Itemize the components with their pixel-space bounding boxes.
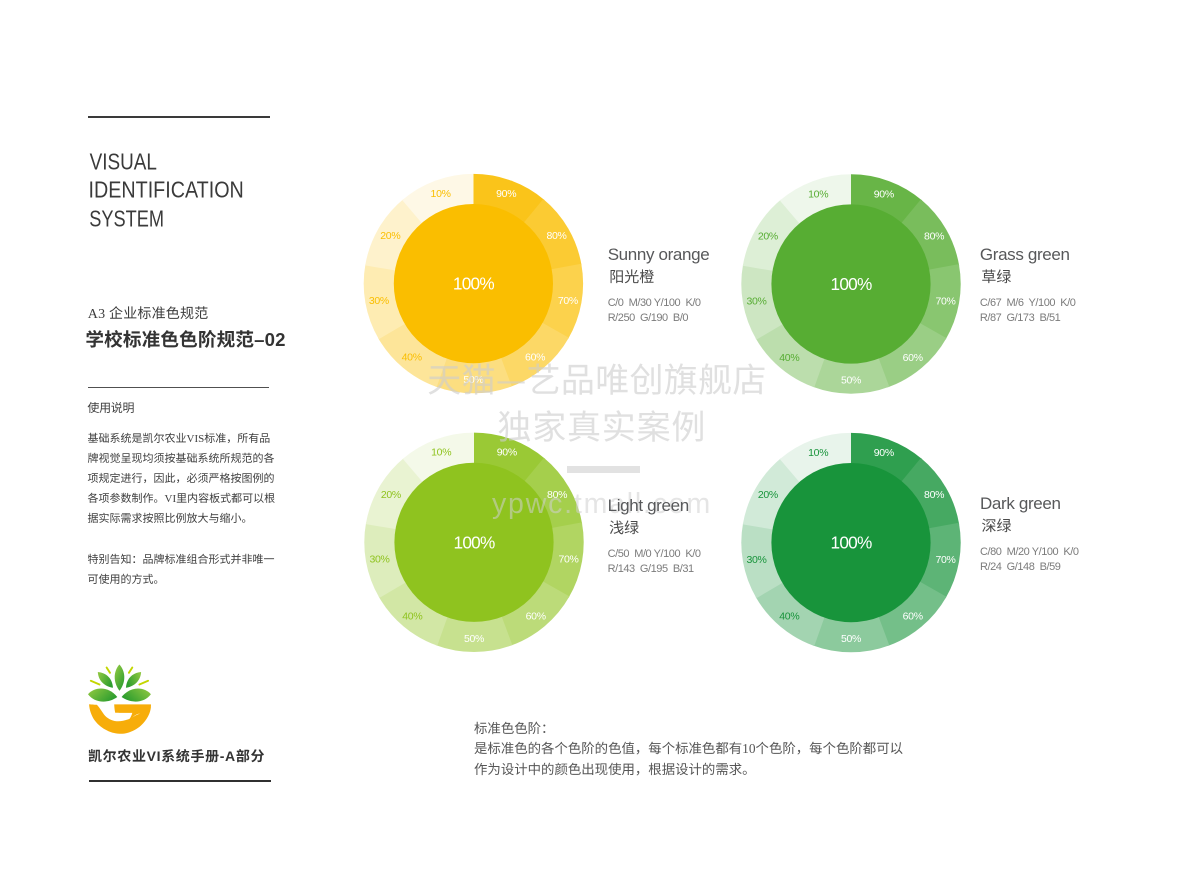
svg-text:100%: 100% <box>454 532 495 552</box>
svg-text:VISUAL: VISUAL <box>90 149 157 175</box>
svg-text:10%: 10% <box>808 447 828 459</box>
svg-text:30%: 30% <box>369 554 389 566</box>
svg-text:40%: 40% <box>779 352 799 364</box>
svg-text:90%: 90% <box>874 188 894 200</box>
svg-text:60%: 60% <box>525 352 545 364</box>
svg-text:80%: 80% <box>924 231 944 243</box>
svg-text:90%: 90% <box>874 447 894 459</box>
svg-text:70%: 70% <box>558 554 578 566</box>
svg-text:60%: 60% <box>903 611 923 623</box>
svg-text:10%: 10% <box>431 447 451 459</box>
svg-text:60%: 60% <box>903 352 923 364</box>
svg-text:10%: 10% <box>808 188 828 200</box>
svg-text:40%: 40% <box>779 611 799 623</box>
svg-text:50%: 50% <box>841 633 861 645</box>
svg-text:50%: 50% <box>463 374 483 386</box>
svg-text:20%: 20% <box>758 489 778 501</box>
svg-text:20%: 20% <box>380 230 400 242</box>
svg-text:100%: 100% <box>453 274 494 294</box>
svg-text:70%: 70% <box>558 295 578 307</box>
svg-text:40%: 40% <box>402 352 422 364</box>
svg-text:50%: 50% <box>841 375 861 387</box>
svg-text:50%: 50% <box>464 633 484 645</box>
svg-text:20%: 20% <box>381 489 401 501</box>
svg-text:20%: 20% <box>758 231 778 243</box>
svg-text:80%: 80% <box>546 230 566 242</box>
svg-text:100%: 100% <box>831 533 872 553</box>
svg-text:90%: 90% <box>497 447 517 459</box>
svg-text:10%: 10% <box>431 188 451 200</box>
svg-text:IDENTIFICATION: IDENTIFICATION <box>89 177 244 203</box>
svg-text:30%: 30% <box>746 554 766 566</box>
svg-text:80%: 80% <box>547 489 567 501</box>
svg-text:80%: 80% <box>924 489 944 501</box>
svg-text:70%: 70% <box>935 295 955 307</box>
svg-text:60%: 60% <box>526 610 546 622</box>
svg-text:SYSTEM: SYSTEM <box>89 206 164 232</box>
svg-text:70%: 70% <box>935 554 955 566</box>
svg-text:90%: 90% <box>496 188 516 200</box>
svg-text:30%: 30% <box>369 295 389 307</box>
svg-text:100%: 100% <box>831 274 872 294</box>
svg-text:40%: 40% <box>402 610 422 622</box>
svg-text:30%: 30% <box>746 295 766 307</box>
